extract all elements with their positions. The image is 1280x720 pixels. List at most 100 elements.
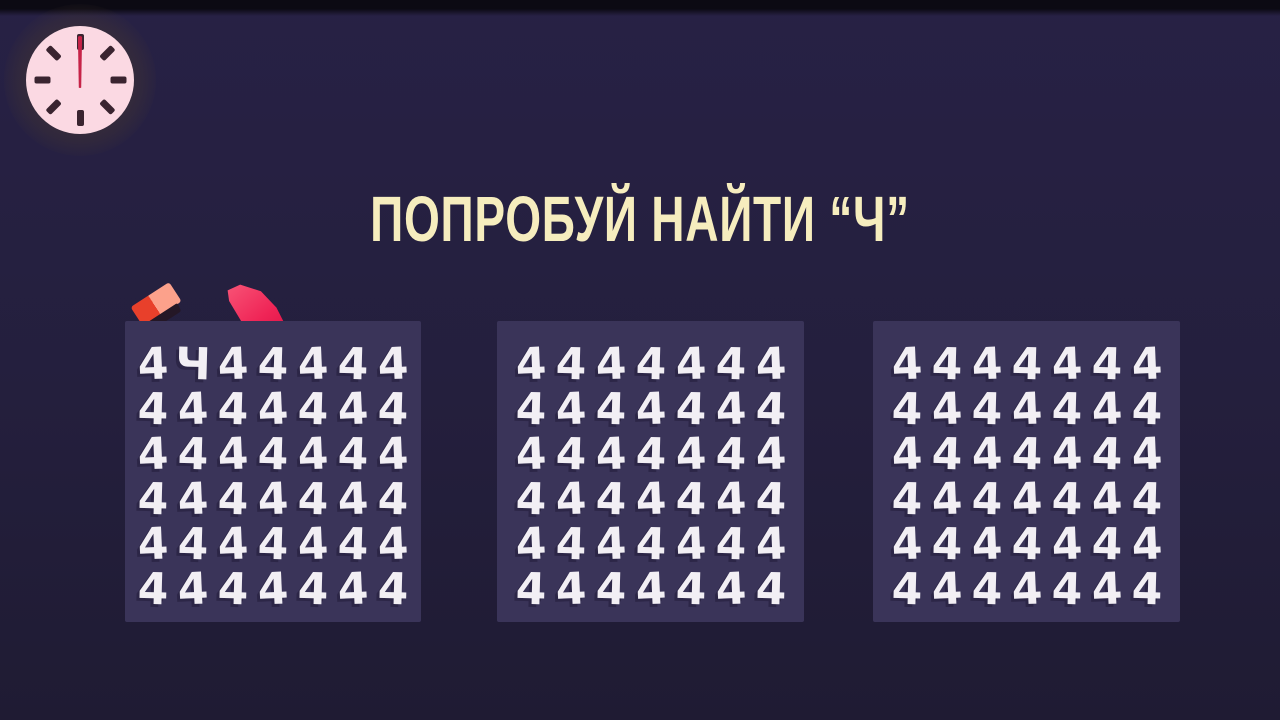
grid-cell[interactable]: 4 (177, 517, 209, 570)
grid-cell[interactable]: 4 (176, 472, 210, 525)
grid-cell[interactable]: 4 (1050, 337, 1083, 390)
grid-cell[interactable]: 4 (594, 562, 627, 615)
grid-cell[interactable]: 4 (1050, 472, 1083, 525)
grid-cell[interactable]: 4 (930, 472, 963, 525)
grid-cell[interactable]: 4 (674, 382, 707, 435)
grid-cell[interactable]: 4 (754, 427, 787, 480)
grid-cell[interactable]: 4 (930, 382, 963, 435)
grid-cell[interactable]: 4 (634, 427, 667, 480)
grid-cell[interactable]: 4 (217, 472, 249, 525)
grid-cell[interactable]: 4 (714, 517, 747, 570)
grid-cell[interactable]: 4 (297, 562, 329, 615)
grid-cell[interactable]: 4 (337, 517, 369, 570)
grid-cell[interactable]: 4 (594, 472, 627, 525)
grid-cell[interactable]: 4 (970, 517, 1003, 570)
grid-cell[interactable]: 4 (137, 472, 169, 525)
grid-cell[interactable]: 4 (930, 517, 963, 570)
grid-cell[interactable]: 4 (1050, 517, 1083, 570)
grid-cell[interactable]: 4 (554, 382, 587, 435)
hidden-letter[interactable]: Ч (174, 337, 212, 390)
grid-cell[interactable]: 4 (514, 427, 547, 480)
grid-cell[interactable]: 4 (217, 562, 249, 615)
grid-cell[interactable]: 4 (970, 427, 1003, 480)
grid-cell[interactable]: 4 (257, 517, 289, 570)
grid-cell[interactable]: 4 (256, 562, 290, 615)
grid-cell[interactable]: 4 (337, 337, 369, 390)
grid-cell[interactable]: 4 (634, 517, 667, 570)
grid-cell[interactable]: 4 (674, 472, 707, 525)
grid-cell[interactable]: 4 (376, 427, 410, 480)
grid-cell[interactable]: 4 (377, 382, 409, 435)
grid-cell[interactable]: 4 (674, 517, 707, 570)
grid-cell[interactable]: 4 (336, 382, 370, 435)
grid-cell[interactable]: 4 (930, 337, 963, 390)
grid-cell[interactable]: 4 (754, 337, 787, 390)
grid-cell[interactable]: 4 (634, 337, 667, 390)
grid-cell[interactable]: 4 (554, 517, 587, 570)
grid-cell[interactable]: 4 (1130, 562, 1163, 615)
grid-cell[interactable]: 4 (256, 472, 290, 525)
grid-cell[interactable]: 4 (1090, 472, 1123, 525)
grid-cell[interactable]: 4 (1050, 382, 1083, 435)
grid-cell[interactable]: 4 (336, 472, 370, 525)
grid-cell[interactable]: 4 (714, 427, 747, 480)
grid-cell[interactable]: 4 (296, 337, 330, 390)
grid-cell[interactable]: 4 (216, 337, 250, 390)
grid-cell[interactable]: 4 (1130, 517, 1163, 570)
grid-cell[interactable]: 4 (1010, 382, 1043, 435)
grid-cell[interactable]: 4 (890, 472, 923, 525)
grid-cell[interactable]: 4 (1090, 517, 1123, 570)
grid-cell[interactable]: 4 (594, 517, 627, 570)
grid-cell[interactable]: 4 (554, 472, 587, 525)
grid-cell[interactable]: 4 (1130, 337, 1163, 390)
grid-cell[interactable]: 4 (594, 427, 627, 480)
grid-cell[interactable]: 4 (674, 337, 707, 390)
grid-cell[interactable]: 4 (1010, 517, 1043, 570)
grid-cell[interactable]: 4 (514, 517, 547, 570)
grid-cell[interactable]: 4 (176, 382, 210, 435)
grid-cell[interactable]: 4 (1010, 562, 1043, 615)
grid-cell[interactable]: 4 (594, 337, 627, 390)
grid-cell[interactable]: 4 (514, 337, 547, 390)
grid-cell[interactable]: 4 (554, 337, 587, 390)
grid-cell[interactable]: 4 (1090, 382, 1123, 435)
grid-cell[interactable]: 4 (376, 517, 410, 570)
grid-cell[interactable]: 4 (890, 562, 923, 615)
grid-cell[interactable]: 4 (1010, 472, 1043, 525)
grid-cell[interactable]: 4 (930, 562, 963, 615)
grid-cell[interactable]: 4 (1130, 472, 1163, 525)
grid-cell[interactable]: 4 (1090, 562, 1123, 615)
grid-cell[interactable]: 4 (136, 517, 170, 570)
grid-cell[interactable]: 4 (296, 517, 330, 570)
grid-cell[interactable]: 4 (714, 382, 747, 435)
grid-cell[interactable]: 4 (1130, 427, 1163, 480)
grid-cell[interactable]: 4 (754, 382, 787, 435)
grid-cell[interactable]: 4 (1090, 427, 1123, 480)
grid-cell[interactable]: 4 (970, 562, 1003, 615)
grid-cell[interactable]: 4 (754, 562, 787, 615)
grid-cell[interactable]: 4 (514, 472, 547, 525)
grid-cell[interactable]: 4 (1050, 427, 1083, 480)
grid-cell[interactable]: 4 (176, 562, 210, 615)
grid-cell[interactable]: 4 (514, 382, 547, 435)
grid-cell[interactable]: 4 (890, 382, 923, 435)
grid-cell[interactable]: 4 (376, 337, 410, 390)
grid-cell[interactable]: 4 (930, 427, 963, 480)
grid-cell[interactable]: 4 (970, 337, 1003, 390)
grid-cell[interactable]: 4 (137, 382, 169, 435)
grid-cell[interactable]: 4 (554, 562, 587, 615)
grid-cell[interactable]: 4 (1130, 382, 1163, 435)
grid-cell[interactable]: 4 (1090, 337, 1123, 390)
grid-cell[interactable]: 4 (514, 562, 547, 615)
grid-cell[interactable]: 4 (890, 337, 923, 390)
grid-cell[interactable]: 4 (177, 427, 209, 480)
grid-cell[interactable]: 4 (257, 427, 289, 480)
grid-cell[interactable]: 4 (714, 472, 747, 525)
grid-cell[interactable]: 4 (890, 517, 923, 570)
grid-cell[interactable]: 4 (970, 472, 1003, 525)
grid-cell[interactable]: 4 (634, 562, 667, 615)
grid-cell[interactable]: 4 (1010, 337, 1043, 390)
grid-cell[interactable]: 4 (1010, 427, 1043, 480)
grid-cell[interactable]: 4 (634, 472, 667, 525)
grid-cell[interactable]: 4 (257, 337, 289, 390)
